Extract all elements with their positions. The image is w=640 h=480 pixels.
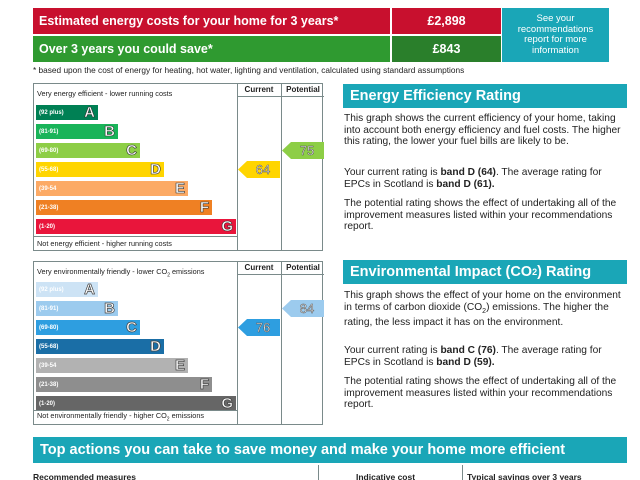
band-letter: B bbox=[104, 300, 116, 318]
band-g: (1-20) G bbox=[36, 218, 236, 236]
potential-column-header: Potential bbox=[286, 85, 320, 94]
band-e: (39-54 E bbox=[36, 180, 188, 198]
band-a: (92 plus) A bbox=[36, 281, 98, 299]
efficiency-bottom-caption: Not energy efficient - higher running co… bbox=[37, 239, 172, 248]
efficiency-potential-note: The potential rating shows the effect of… bbox=[344, 198, 617, 233]
potential-environment-marker: 84 bbox=[282, 300, 324, 317]
efficiency-description: This graph shows the current efficiency … bbox=[344, 113, 621, 148]
environment-description: This graph shows the effect of your home… bbox=[344, 290, 621, 329]
energy-efficiency-chart: Current Potential Very energy efficient … bbox=[33, 83, 324, 251]
estimated-costs-value: £2,898 bbox=[392, 8, 501, 34]
band-g: (1-20) G bbox=[36, 395, 236, 413]
potential-savings-label: Over 3 years you could save* bbox=[33, 36, 390, 62]
environment-top-caption: Very environmentally friendly - lower CO… bbox=[37, 267, 205, 279]
band-c: (69-80) C bbox=[36, 142, 140, 160]
environment-bottom-caption: Not environmentally friendly - higher CO… bbox=[37, 410, 205, 422]
cost-footnote: * based upon the cost of energy for heat… bbox=[33, 65, 465, 75]
see-recommendations-link[interactable]: See your recommendations report for more… bbox=[502, 8, 609, 62]
environmental-impact-heading: Environmental Impact (CO 2) Rating bbox=[343, 260, 627, 284]
potential-savings-value: £843 bbox=[392, 36, 501, 62]
band-letter: C bbox=[126, 142, 137, 160]
band-letter: G bbox=[221, 218, 233, 236]
band-letter: E bbox=[174, 357, 186, 375]
band-range: (81-91) bbox=[39, 128, 59, 135]
estimated-costs-row: Estimated energy costs for your home for… bbox=[33, 8, 501, 34]
band-d: (55-68) D bbox=[36, 338, 164, 356]
band-letter: A bbox=[84, 281, 96, 299]
band-range: (69-80) bbox=[39, 324, 59, 331]
band-c: (69-80) C bbox=[36, 319, 140, 337]
band-letter: G bbox=[221, 395, 233, 413]
band-b: (81-91) B bbox=[36, 123, 118, 141]
environmental-impact-chart: Current Potential Very environmentally f… bbox=[33, 261, 324, 425]
band-range: (92 plus) bbox=[39, 109, 64, 116]
band-letter: E bbox=[174, 180, 186, 198]
band-range: (92 plus) bbox=[39, 286, 64, 293]
band-letter: F bbox=[199, 376, 209, 394]
indicative-cost-header: Indicative cost bbox=[356, 472, 416, 480]
band-letter: C bbox=[126, 319, 138, 337]
energy-efficiency-heading: Energy Efficiency Rating bbox=[343, 84, 627, 108]
band-letter: B bbox=[104, 123, 115, 141]
potential-efficiency-marker: 75 bbox=[282, 142, 324, 159]
band-range: (55-68) bbox=[39, 166, 59, 173]
recommended-measures-header: Recommended measures bbox=[33, 472, 136, 480]
band-d: (55-68) D bbox=[36, 161, 164, 179]
band-e: (39-54 E bbox=[36, 357, 188, 375]
band-f: (21-38) F bbox=[36, 199, 212, 217]
environment-current-rating: Your current rating is band C (76). The … bbox=[344, 345, 602, 368]
band-range: (81-91) bbox=[39, 305, 59, 312]
potential-column-header: Potential bbox=[286, 263, 320, 272]
band-range: (39-54 bbox=[39, 362, 57, 369]
band-range: (21-38) bbox=[39, 204, 59, 211]
band-letter: A bbox=[84, 104, 95, 122]
band-range: (39-54 bbox=[39, 185, 57, 192]
efficiency-top-caption: Very energy efficient - lower running co… bbox=[37, 89, 173, 98]
band-b: (81-91) B bbox=[36, 300, 118, 318]
band-range: (1-20) bbox=[39, 223, 56, 230]
band-range: (55-68) bbox=[39, 343, 59, 350]
current-column-header: Current bbox=[244, 85, 274, 94]
typical-savings-header: Typical savings over 3 years bbox=[467, 472, 582, 480]
potential-savings-row: Over 3 years you could save* £843 bbox=[33, 36, 501, 62]
band-range: (1-20) bbox=[39, 400, 56, 407]
current-efficiency-marker: 64 bbox=[238, 161, 280, 178]
current-column-header: Current bbox=[244, 263, 274, 272]
band-letter: D bbox=[150, 338, 162, 356]
current-environment-marker: 76 bbox=[238, 319, 280, 336]
top-actions-heading: Top actions you can take to save money a… bbox=[33, 437, 627, 463]
band-range: (69-80) bbox=[39, 147, 59, 154]
estimated-costs-label: Estimated energy costs for your home for… bbox=[33, 8, 390, 34]
band-range: (21-38) bbox=[39, 381, 59, 388]
band-a: (92 plus) A bbox=[36, 104, 98, 122]
band-letter: D bbox=[150, 161, 161, 179]
band-f: (21-38) F bbox=[36, 376, 212, 394]
environment-potential-note: The potential rating shows the effect of… bbox=[344, 376, 617, 411]
band-letter: F bbox=[199, 199, 210, 217]
efficiency-current-rating: Your current rating is band D (64). The … bbox=[344, 167, 602, 190]
